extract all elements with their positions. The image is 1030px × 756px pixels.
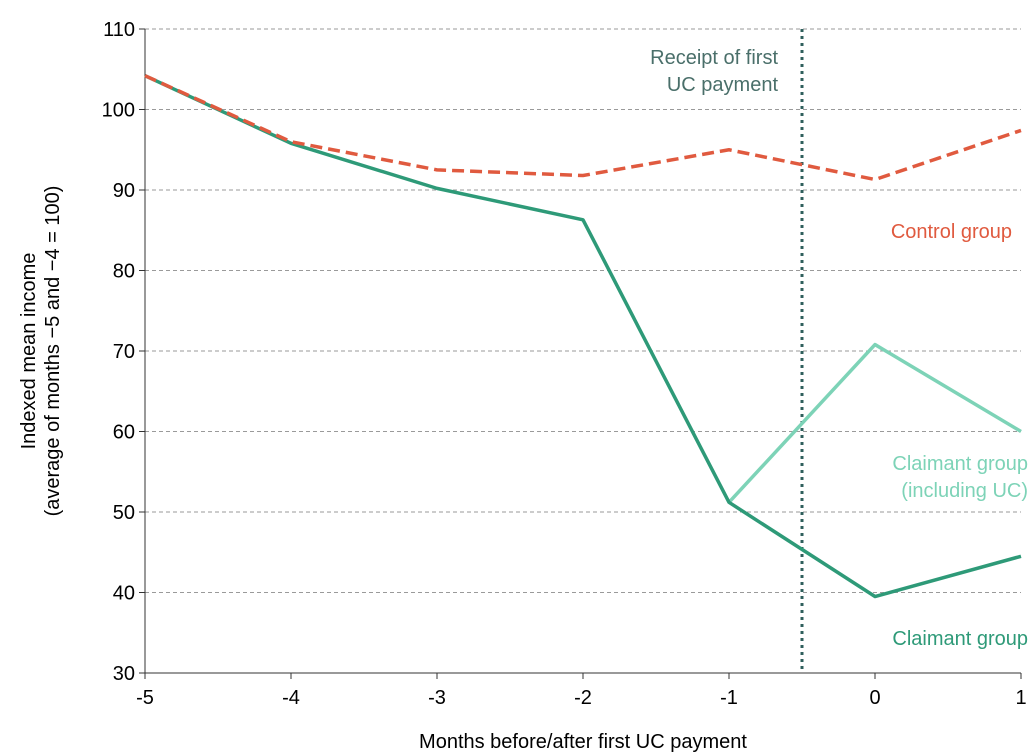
- x-tick-label: -3: [428, 687, 446, 709]
- y-tick-label: 50: [113, 502, 135, 524]
- gridlines: [145, 28, 1021, 593]
- y-tick-label: 80: [113, 261, 135, 283]
- label-claimant-group-including-uc-line: Claimant group: [892, 453, 1028, 475]
- label-claimant-group: Claimant group: [892, 628, 1028, 650]
- y-tick-label: 60: [113, 422, 135, 444]
- label-control-group-line: Control group: [891, 221, 1012, 243]
- y-tick-label: 70: [113, 341, 135, 363]
- y-tick-label: 40: [113, 583, 135, 605]
- y-tick-label: 110: [103, 19, 135, 41]
- label-claimant-group-including-uc-line: (including UC): [901, 480, 1028, 502]
- tick-labels: 30 40 50 60 70 80 90 100 110 -5 -4 -3 -2 -1 0 1: [102, 19, 1027, 709]
- x-tick-label: -4: [282, 687, 300, 709]
- y-axis-title-line1: Indexed mean income: [18, 253, 40, 450]
- label-claimant-group-including-uc: Claimant group (including UC): [892, 453, 1028, 502]
- x-tick-label: -2: [574, 687, 592, 709]
- series-lines: [144, 74, 1022, 599]
- series-line-claimant-group-including-uc: [727, 342, 1022, 504]
- x-tick-label: 1: [1015, 687, 1026, 709]
- y-tick-label: 90: [113, 180, 135, 202]
- y-tick-label: 30: [113, 663, 135, 685]
- label-claimant-group-line: Claimant group: [892, 628, 1028, 650]
- x-tick-label: 0: [869, 687, 880, 709]
- x-tick-label: -1: [720, 687, 738, 709]
- y-tick-label: 100: [102, 100, 135, 122]
- y-axis-title: Indexed mean income (average of months −…: [18, 186, 64, 517]
- annotations: Receipt of first UC payment Control group C…: [650, 47, 1028, 650]
- label-control-group: Control group: [891, 221, 1012, 243]
- y-axis-title-line2: (average of months −5 and −4 = 100): [42, 186, 64, 517]
- annotation-first-uc-payment: Receipt of first UC payment: [650, 47, 778, 96]
- annotation-first-uc-payment-line: Receipt of first: [650, 47, 778, 69]
- series-line-control-group: [144, 74, 1022, 182]
- annotation-first-uc-payment-line: UC payment: [667, 74, 779, 96]
- x-tick-label: -5: [136, 687, 154, 709]
- axes: [139, 28, 1022, 679]
- series-line-claimant-group: [144, 74, 1022, 599]
- x-axis-title: Months before/after first UC payment: [419, 731, 747, 753]
